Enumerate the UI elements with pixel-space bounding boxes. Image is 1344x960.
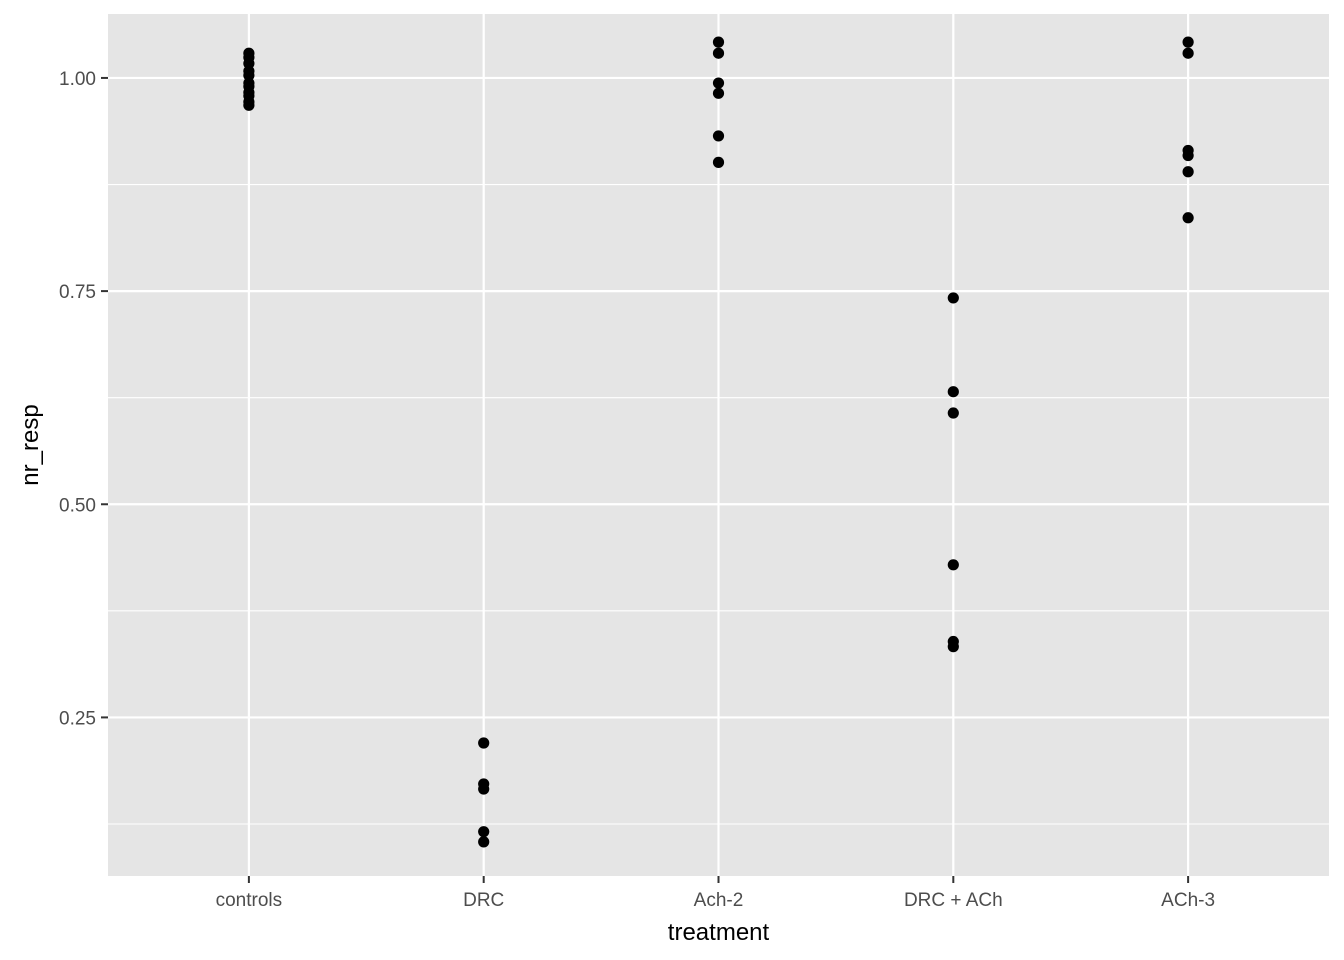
y-axis: 0.25 0.50 0.75 1.00 xyxy=(59,69,108,729)
data-point xyxy=(478,826,490,838)
data-point xyxy=(243,69,255,81)
y-tick-label: 0.25 xyxy=(59,708,96,729)
y-tick-label: 0.75 xyxy=(59,282,96,303)
data-point xyxy=(712,47,725,59)
data-point xyxy=(947,292,959,304)
x-tick-label: ACh-3 xyxy=(1161,890,1215,911)
x-tick-label: DRC xyxy=(463,890,504,911)
data-point xyxy=(947,407,959,419)
data-point xyxy=(1182,36,1194,48)
data-points xyxy=(243,36,1194,848)
data-point xyxy=(712,130,725,142)
data-point xyxy=(712,87,725,99)
data-point xyxy=(1182,212,1194,224)
data-point xyxy=(478,783,490,795)
data-point xyxy=(947,559,959,571)
x-axis-title: treatment xyxy=(668,919,770,946)
data-point xyxy=(1182,149,1194,162)
data-point xyxy=(947,386,959,398)
data-point xyxy=(478,836,490,848)
y-axis-title: nr_resp xyxy=(17,404,44,485)
x-tick-label: DRC + ACh xyxy=(904,890,1003,911)
data-point xyxy=(243,99,255,111)
data-point xyxy=(712,77,725,89)
data-point xyxy=(712,156,725,168)
data-point xyxy=(478,737,490,749)
data-point xyxy=(947,641,959,653)
y-tick-label: 1.00 xyxy=(59,69,96,90)
y-tick-label: 0.50 xyxy=(59,495,96,516)
x-tick-label: Ach-2 xyxy=(694,890,744,911)
x-axis: controls DRC Ach-2 DRC + ACh ACh-3 xyxy=(216,876,1215,911)
x-tick-label: controls xyxy=(216,890,283,911)
data-point xyxy=(712,36,725,48)
data-point xyxy=(1182,166,1194,178)
data-point xyxy=(243,57,255,70)
data-point xyxy=(1182,47,1194,59)
